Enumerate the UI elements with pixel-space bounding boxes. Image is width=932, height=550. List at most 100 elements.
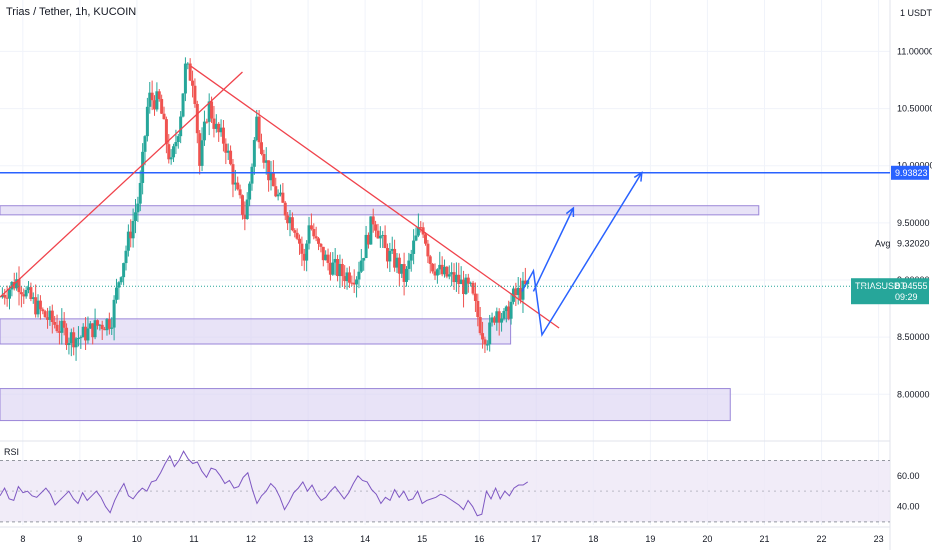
candle-body-8 (19, 292, 23, 295)
candle-body-148 (352, 282, 356, 285)
candle-body-123 (293, 230, 297, 233)
candle-body-39 (93, 320, 97, 338)
candle-body-38 (91, 323, 95, 338)
time-tick-8: 16 (474, 534, 484, 544)
candle-body-111 (264, 160, 268, 163)
candle-body-102 (243, 214, 247, 220)
candle-body-137 (326, 254, 330, 263)
candle-body-141 (336, 258, 340, 277)
candle-body-204 (485, 344, 489, 346)
candle-body-200 (476, 300, 480, 318)
candle-body-135 (321, 246, 325, 261)
candle-body-136 (324, 254, 328, 261)
candle-body-57 (136, 203, 140, 213)
candle-body-52 (124, 250, 128, 264)
candle-body-155 (369, 216, 373, 245)
projection-path-2 (532, 207, 575, 292)
candle-body-21 (50, 310, 54, 322)
candle-body-55 (131, 220, 135, 239)
candle-body-216 (514, 288, 518, 296)
currency-label: 1 USDT 0 (900, 8, 932, 18)
candle-body-96 (229, 150, 233, 165)
candle-body-56 (133, 212, 137, 221)
price-axis[interactable]: 11.0000010.5000010.000009.500009.000008.… (851, 8, 932, 399)
candle-body-144 (343, 276, 347, 282)
candle-body-75 (179, 116, 183, 137)
candle-body-9 (22, 294, 26, 297)
candle-body-196 (466, 277, 470, 284)
candle-body-218 (519, 287, 523, 300)
candle-body-175 (416, 227, 420, 236)
candle-body-145 (345, 272, 349, 282)
candle-body-98 (233, 182, 237, 185)
candle-body-41 (98, 324, 102, 326)
candle-body-176 (419, 227, 423, 229)
candle-body-161 (383, 235, 387, 249)
candle-body-162 (385, 248, 389, 262)
candle-body-107 (255, 116, 259, 141)
candle-body-15 (36, 300, 40, 315)
zones[interactable] (0, 205, 760, 422)
candle-body-63 (150, 92, 154, 101)
candle-body-48 (114, 287, 118, 300)
candle-body-133 (317, 238, 321, 244)
candle-body-78 (186, 63, 190, 65)
candle-body-18 (43, 311, 47, 318)
candle-body-89 (212, 118, 216, 129)
zone-rect-3 (0, 388, 731, 422)
candle-body-109 (259, 142, 263, 155)
candle-body-54 (129, 231, 133, 239)
candle-body-203 (483, 339, 487, 345)
avg-label: Avg (875, 238, 890, 248)
candle-body-140 (333, 258, 337, 263)
candle-body-205 (488, 322, 492, 345)
candle-body-81 (193, 85, 197, 104)
last-price-tag-bg (851, 278, 929, 305)
candle-body-65 (155, 91, 159, 110)
candle-body-3 (8, 289, 12, 299)
candle-body-60 (143, 136, 147, 152)
candle-body-117 (279, 192, 283, 195)
time-tick-6: 14 (360, 534, 370, 544)
candle-body-7 (17, 279, 21, 293)
candle-body-46 (110, 327, 114, 329)
last-price-value: 8.94555 (895, 281, 928, 291)
candle-body-124 (295, 232, 299, 239)
candle-body-29 (69, 332, 73, 344)
candle-body-77 (183, 63, 187, 94)
candle-body-59 (141, 151, 145, 183)
candle-body-45 (107, 319, 111, 329)
candle-body-198 (471, 282, 475, 294)
drawings[interactable] (0, 65, 890, 338)
candle-body-0 (0, 294, 4, 298)
candle-body-20 (48, 310, 52, 320)
candle-body-186 (443, 266, 447, 275)
candle-body-85 (202, 121, 206, 141)
candle-body-116 (276, 194, 280, 197)
time-axis[interactable]: 8 9 10 11 12 13 14 15 16 17 18 19 20 21 22 23 (20, 534, 883, 544)
projection-arrowhead-2 (565, 206, 575, 218)
candle-body-36 (86, 328, 90, 341)
candle-body-6 (15, 279, 19, 289)
trendline-1 (0, 71, 243, 298)
candle-body-32 (76, 338, 80, 340)
candle-body-88 (210, 101, 214, 119)
candle-body-27 (65, 327, 69, 346)
candle-body-11 (27, 287, 31, 291)
candle-body-108 (257, 116, 261, 143)
candle-body-112 (267, 160, 271, 181)
candle-body-138 (328, 262, 332, 275)
candle-body-183 (435, 269, 439, 276)
candle-body-2 (5, 297, 9, 299)
candle-body-166 (395, 257, 399, 268)
candle-body-28 (67, 343, 71, 346)
candle-body-184 (438, 264, 442, 270)
zone-rect-1 (0, 205, 760, 216)
candle-body-58 (138, 182, 142, 204)
candle-body-217 (516, 287, 520, 296)
candle-body-193 (459, 279, 463, 285)
candle-body-179 (426, 243, 430, 257)
candle-body-99 (236, 182, 240, 190)
candle-body-43 (103, 329, 107, 331)
